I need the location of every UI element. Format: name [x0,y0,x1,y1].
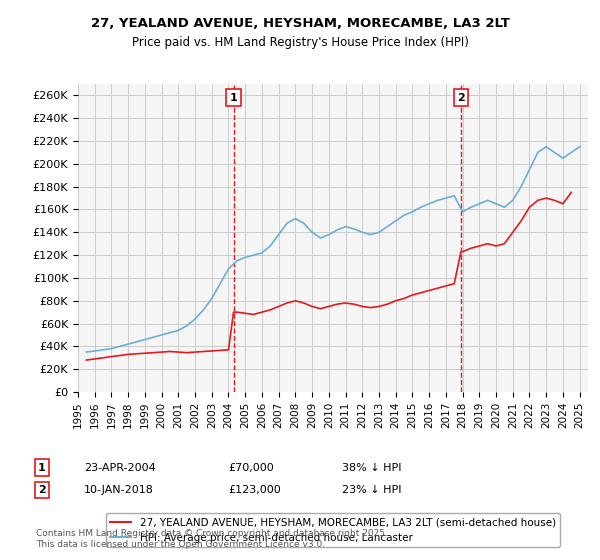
Text: 38% ↓ HPI: 38% ↓ HPI [342,463,401,473]
Text: Contains HM Land Registry data © Crown copyright and database right 2025.
This d: Contains HM Land Registry data © Crown c… [36,529,388,549]
Text: Price paid vs. HM Land Registry's House Price Index (HPI): Price paid vs. HM Land Registry's House … [131,36,469,49]
Text: 27, YEALAND AVENUE, HEYSHAM, MORECAMBE, LA3 2LT: 27, YEALAND AVENUE, HEYSHAM, MORECAMBE, … [91,17,509,30]
Text: 1: 1 [38,463,46,473]
Text: 2: 2 [38,485,46,495]
Text: 10-JAN-2018: 10-JAN-2018 [84,485,154,495]
Text: 23% ↓ HPI: 23% ↓ HPI [342,485,401,495]
Text: £123,000: £123,000 [228,485,281,495]
Text: 23-APR-2004: 23-APR-2004 [84,463,156,473]
Text: 1: 1 [230,93,238,102]
Text: 2: 2 [457,93,465,102]
Legend: 27, YEALAND AVENUE, HEYSHAM, MORECAMBE, LA3 2LT (semi-detached house), HPI: Aver: 27, YEALAND AVENUE, HEYSHAM, MORECAMBE, … [106,514,560,547]
Text: £70,000: £70,000 [228,463,274,473]
